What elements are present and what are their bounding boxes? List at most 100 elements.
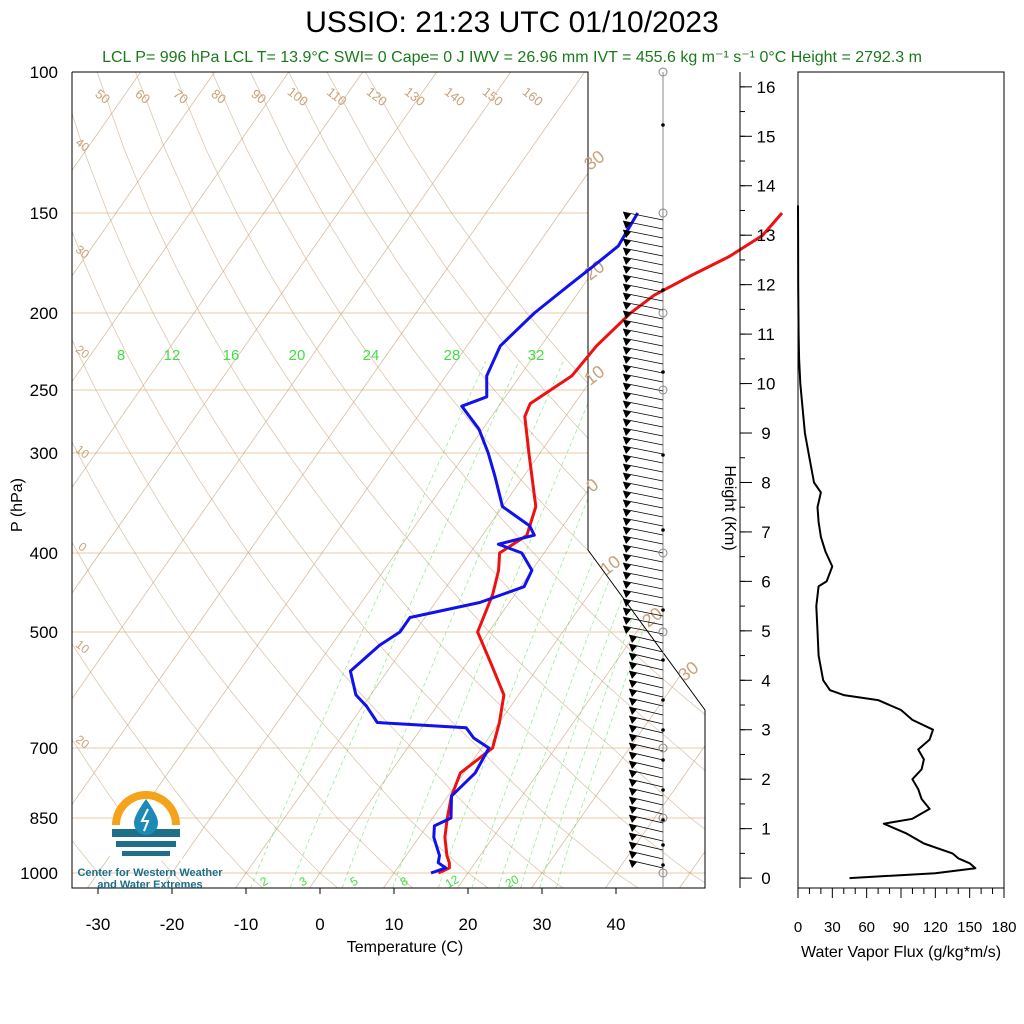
- wind-barb-flag: [623, 617, 631, 625]
- wind-calm-circle: [658, 743, 668, 753]
- isotherm-label: 130: [402, 84, 428, 109]
- wind-barb-flag: [623, 284, 631, 292]
- wind-barb-flag: [629, 815, 637, 823]
- isotherm-label: 110: [324, 84, 350, 109]
- height-tick-label: 0: [761, 869, 770, 888]
- wind-barb-flag: [629, 851, 637, 859]
- wind-barb-flag: [623, 365, 631, 373]
- mixing-ratio-line: [520, 361, 705, 888]
- wind-barb: [628, 652, 664, 662]
- height-tick-label: 10: [757, 375, 776, 394]
- wind-barb-flag: [629, 779, 637, 787]
- wind-barb: [622, 499, 664, 509]
- height-tick-label: 3: [761, 721, 770, 740]
- isotherm-label: 10: [73, 442, 92, 461]
- wind-barb-flag: [629, 734, 637, 742]
- wind-barb-flag: [629, 824, 637, 832]
- skew-frame: [71, 71, 706, 889]
- flux-tick-label: 90: [893, 919, 910, 936]
- wind-barb: [622, 337, 664, 347]
- wind-barb-flag: [623, 356, 631, 364]
- mixing-ratio-line: [392, 361, 607, 888]
- dry-adiabat-label: 30: [580, 146, 608, 174]
- wind-barb: [628, 823, 664, 833]
- mixing-ratio-label: 12: [164, 347, 181, 364]
- wind-barb-flag: [629, 698, 637, 706]
- mixing-ratio-label: 3: [297, 874, 310, 890]
- wind-barb-flag: [623, 212, 631, 220]
- wind-barb: [622, 589, 664, 599]
- wind-barb: [622, 373, 664, 383]
- isotherm-label: 100: [285, 84, 311, 109]
- wind-barb: [628, 634, 664, 644]
- isotherm-label: 150: [480, 84, 506, 109]
- wind-barb: [628, 724, 664, 734]
- wind-barb-flag: [623, 221, 631, 229]
- wind-barb-flag: [623, 473, 631, 481]
- height-tick-label: 2: [761, 770, 770, 789]
- wind-barb: [622, 535, 664, 545]
- wind-barb-flag: [629, 806, 637, 814]
- wind-barb-flag: [623, 401, 631, 409]
- wind-barb-flag: [623, 338, 631, 346]
- y-tick-label: 200: [30, 304, 58, 323]
- wind-barb: [622, 310, 664, 320]
- wind-calm-circle: [658, 548, 668, 558]
- wind-calm-circle: [658, 208, 668, 218]
- dry-adiabat-line: [211, 72, 705, 888]
- mixing-ratio-label: 24: [363, 347, 380, 364]
- wind-barb-flag: [623, 230, 631, 238]
- wind-barb-flag: [623, 374, 631, 382]
- wind-barb-flag: [623, 410, 631, 418]
- mixing-ratio-label: 8: [117, 347, 125, 364]
- wind-barb: [622, 490, 664, 500]
- isotherm-label: 10: [73, 637, 92, 656]
- dry-adiabat-line: [288, 72, 705, 888]
- flux-tick-label: 120: [923, 919, 948, 936]
- wind-barb: [628, 706, 664, 716]
- wind-barb-flag: [623, 266, 631, 274]
- wind-barb-flag: [623, 311, 631, 319]
- wind-calm-dot: [661, 758, 665, 762]
- wind-barb: [628, 814, 664, 824]
- height-tick-label: 15: [757, 127, 776, 146]
- wind-barb-flag: [623, 518, 631, 526]
- wind-barb-flag: [629, 707, 637, 715]
- wind-calm-dot: [661, 843, 665, 847]
- x-tick-label: -20: [160, 915, 185, 934]
- x-tick-label: 40: [607, 915, 626, 934]
- dewpoint-profile: [348, 212, 639, 875]
- wind-barb-flag: [629, 689, 637, 697]
- wind-barb: [622, 427, 664, 437]
- logo-line-2: and Water Extremes: [97, 879, 203, 891]
- height-tick-label: 7: [761, 523, 770, 542]
- dry-adiabat-line: [72, 72, 639, 888]
- wind-barb: [628, 643, 664, 653]
- wind-barb: [622, 481, 664, 491]
- mixing-ratio-line: [341, 361, 564, 888]
- y-tick-label: 300: [30, 444, 58, 463]
- wind-barb: [628, 742, 664, 752]
- wind-calm-circle: [658, 868, 668, 878]
- wind-barb: [622, 517, 664, 527]
- wind-calm-dot: [661, 728, 665, 732]
- height-tick-label: 9: [761, 424, 770, 443]
- wind-barb: [628, 751, 664, 761]
- mixing-ratio-label: 8: [398, 874, 411, 890]
- isotherm-line: [87, 72, 660, 888]
- mixing-ratio-line: [289, 361, 520, 888]
- wind-barb-flag: [623, 302, 631, 310]
- x-tick-label: 10: [385, 915, 404, 934]
- wind-barb: [622, 445, 664, 455]
- y-tick-label: 400: [30, 544, 58, 563]
- wind-barb: [628, 760, 664, 770]
- mixing-ratio-label: 32: [528, 347, 545, 364]
- x-tick-label: -30: [86, 915, 111, 934]
- flux-tick-label: 30: [824, 919, 841, 936]
- wind-barb: [628, 769, 664, 779]
- wind-barb-flag: [623, 428, 631, 436]
- flux-tick-label: 0: [794, 919, 802, 936]
- flux-tick-label: 180: [991, 919, 1016, 936]
- mixing-ratio-label: 20: [503, 872, 522, 891]
